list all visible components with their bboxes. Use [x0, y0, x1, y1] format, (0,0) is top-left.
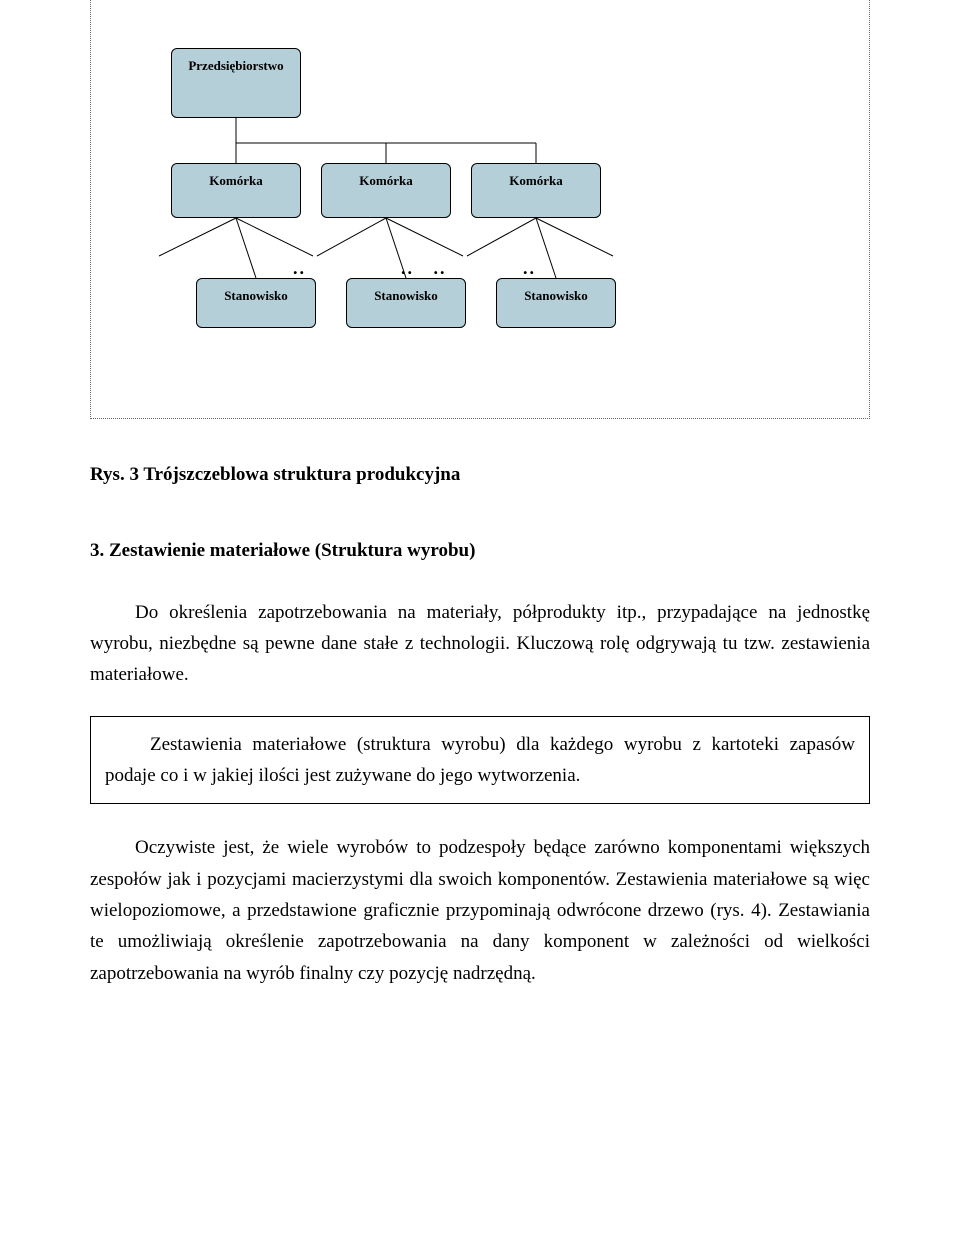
- node-komorka-2: Komórka: [321, 163, 451, 218]
- node-s3-label: Stanowisko: [524, 285, 588, 306]
- boxed-text: Zestawienia materiałowe (struktura wyrob…: [105, 729, 855, 792]
- boxed-definition: Zestawienia materiałowe (struktura wyrob…: [90, 716, 870, 805]
- section-heading: 3. Zestawienie materiałowe (Struktura wy…: [90, 535, 870, 566]
- paragraph-2: Oczywiste jest, że wiele wyrobów to podz…: [90, 832, 870, 989]
- node-root: Przedsiębiorstwo: [171, 48, 301, 118]
- node-stanowisko-1: Stanowisko: [196, 278, 316, 328]
- node-s1-label: Stanowisko: [224, 285, 288, 306]
- ellipsis-dots: ..: [523, 254, 536, 284]
- node-k3-label: Komórka: [509, 170, 562, 191]
- node-stanowisko-2: Stanowisko: [346, 278, 466, 328]
- ellipsis-dots: .. ..: [401, 254, 447, 284]
- node-komorka-3: Komórka: [471, 163, 601, 218]
- node-s2-label: Stanowisko: [374, 285, 438, 306]
- node-root-label: Przedsiębiorstwo: [188, 55, 283, 76]
- diagram-container: Przedsiębiorstwo Komórka Komórka Komórka…: [90, 0, 870, 419]
- org-diagram: Przedsiębiorstwo Komórka Komórka Komórka…: [101, 18, 661, 348]
- node-komorka-1: Komórka: [171, 163, 301, 218]
- node-k1-label: Komórka: [209, 170, 262, 191]
- node-k2-label: Komórka: [359, 170, 412, 191]
- figure-caption: Rys. 3 Trójszczeblowa struktura produkcy…: [90, 459, 870, 490]
- node-stanowisko-3: Stanowisko: [496, 278, 616, 328]
- paragraph-1: Do określenia zapotrzebowania na materia…: [90, 597, 870, 691]
- ellipsis-dots: ..: [293, 254, 306, 284]
